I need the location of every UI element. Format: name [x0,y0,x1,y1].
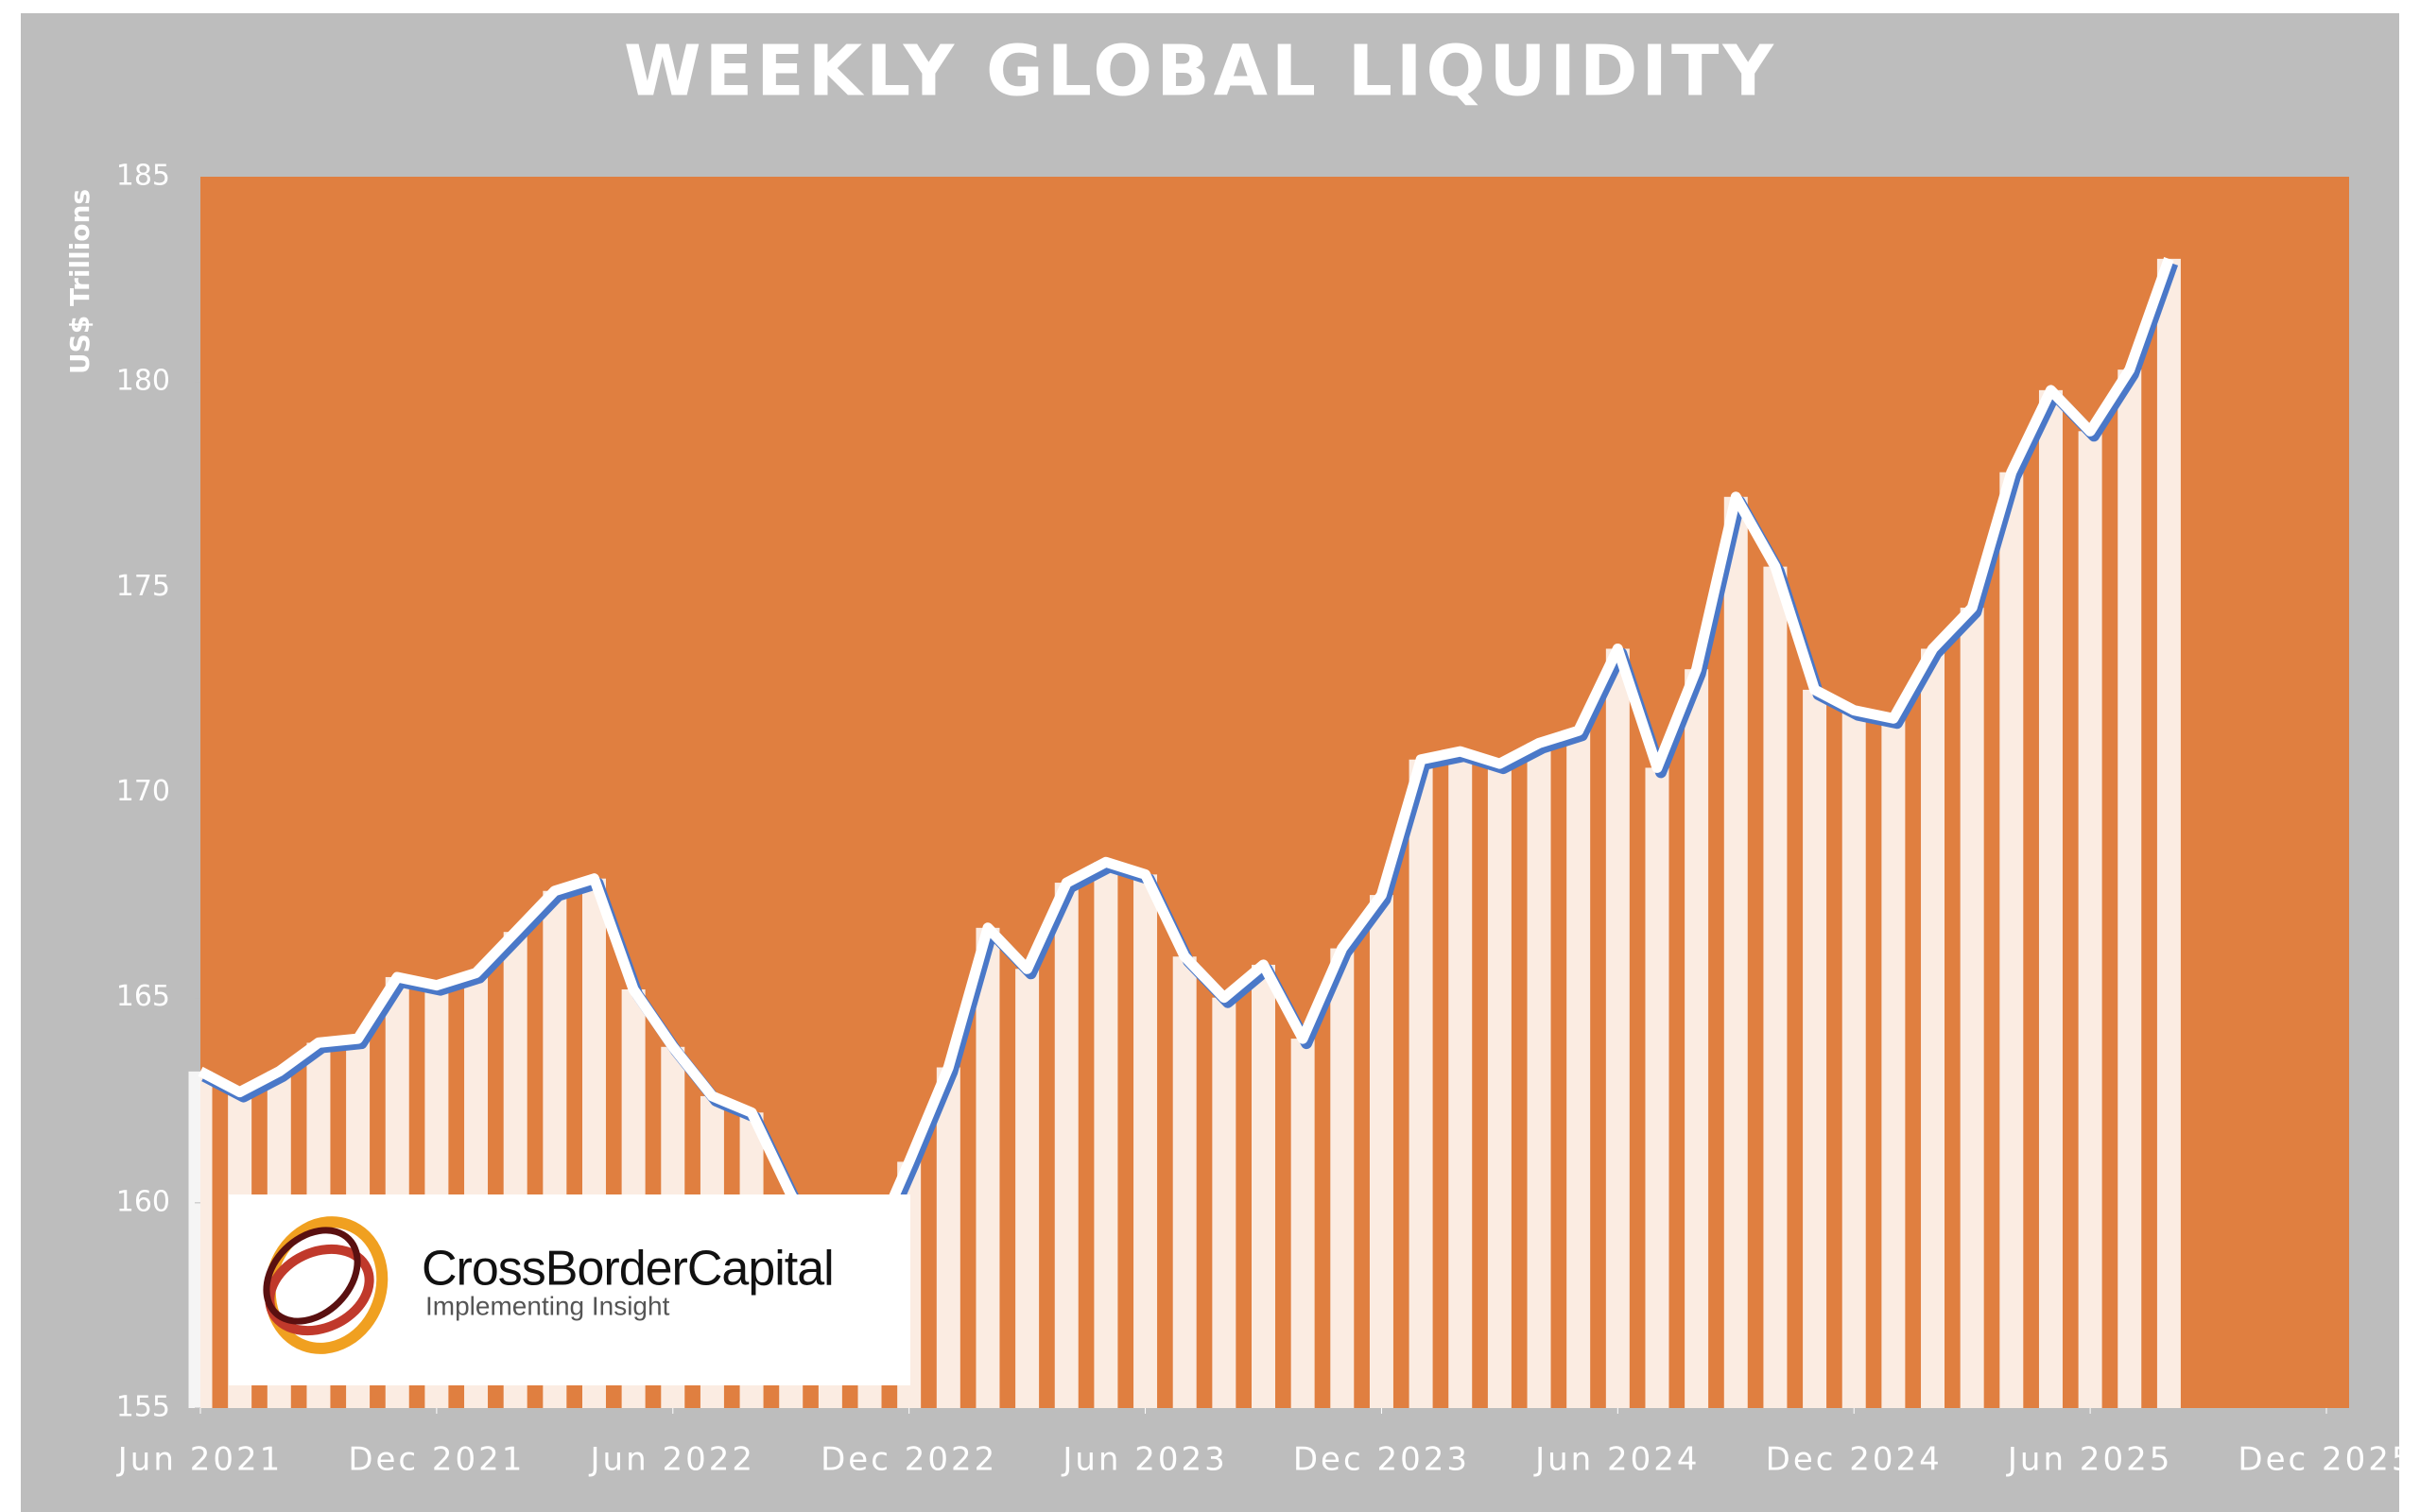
y-tick-label: 180 [116,365,170,398]
logo-name: CrossBorderCapital [422,1242,834,1297]
bar [2118,369,2142,1408]
y-tick-label: 160 [116,1185,170,1218]
x-tick-label: Dec 2022 [821,1441,997,1479]
y-axis-label: US$ Trillions [64,189,95,374]
bar [1527,743,1551,1408]
x-tick-label: Dec 2023 [1293,1441,1470,1479]
bar [188,1071,213,1408]
bar [936,1067,960,1408]
bar [1448,751,1473,1408]
bar [1094,862,1118,1408]
bar [1054,883,1079,1408]
bar [1252,964,1275,1408]
bar [1172,956,1197,1408]
bar [1723,496,1748,1408]
bar [1409,759,1433,1408]
y-tick-label: 155 [116,1391,170,1424]
y-tick-label: 175 [116,570,170,603]
bar [2078,431,2102,1409]
x-tick-label: Jun 2025 [2006,1441,2172,1479]
bar [1369,895,1393,1408]
bar [1921,648,1945,1408]
y-tick-label: 170 [116,775,170,808]
x-tick-label: Jun 2021 [116,1441,283,1479]
bar [1605,648,1630,1408]
bar [1566,730,1591,1408]
y-tick-label: 165 [116,980,170,1013]
bar [2156,258,2181,1408]
chart-title: WEEKLY GLOBAL LIQUIDITY [624,31,1777,112]
bar [976,927,1000,1408]
bar [1685,669,1709,1408]
bar [1841,710,1866,1408]
bar [1015,969,1040,1408]
bar [1999,472,2024,1409]
logo-tagline: Implementing Insight [425,1291,670,1320]
series-line [198,257,2174,1270]
bar [2038,389,2063,1409]
x-tick-label: Jun 2022 [589,1441,755,1479]
bar [1330,948,1355,1408]
bar [1960,608,1984,1408]
bar [1133,874,1158,1408]
bar [1487,764,1512,1408]
x-tick-label: Jun 2023 [1061,1441,1227,1479]
bar [1881,718,1906,1408]
bar [1803,689,1827,1408]
x-tick-label: Dec 2021 [348,1441,525,1479]
x-tick-label: Dec 2025 [2238,1441,2414,1479]
bar [1763,566,1788,1408]
bar [1645,767,1669,1408]
logo: CrossBorderCapital Implementing Insight [229,1194,910,1385]
bar [1212,997,1236,1408]
x-tick-label: Dec 2024 [1766,1441,1943,1479]
bar [1290,1039,1315,1408]
logo-ring [263,1227,361,1325]
x-tick-label: Jun 2024 [1533,1441,1700,1479]
y-tick-label: 185 [116,160,170,193]
